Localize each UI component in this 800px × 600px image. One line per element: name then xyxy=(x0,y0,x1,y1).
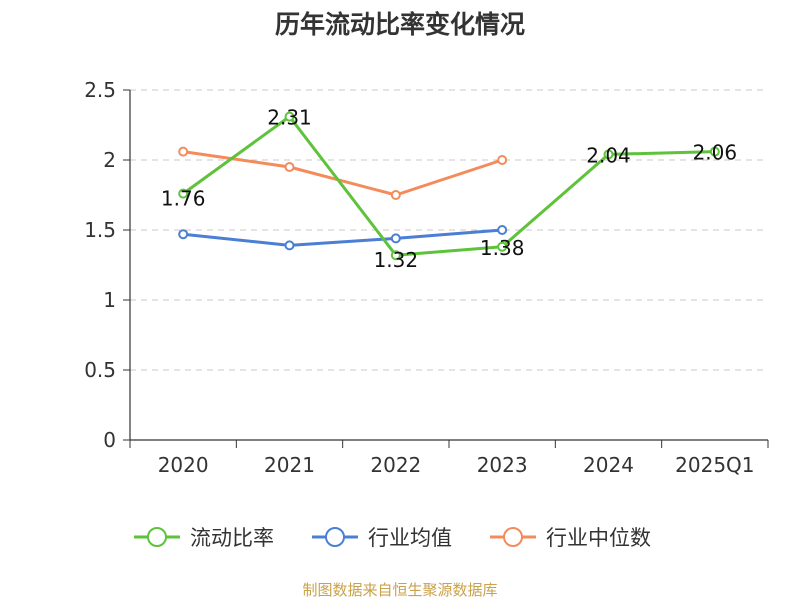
data-point[interactable] xyxy=(178,229,189,240)
legend-marker xyxy=(503,527,523,547)
data-label: 1.76 xyxy=(161,187,206,211)
grid-lines xyxy=(130,89,768,371)
data-point[interactable] xyxy=(178,146,189,157)
x-tick-label: 2021 xyxy=(264,453,315,477)
data-point[interactable] xyxy=(390,190,401,200)
data-point[interactable] xyxy=(709,146,720,157)
legend-label: 行业均值 xyxy=(368,526,452,550)
data-label: 2.06 xyxy=(693,141,738,165)
legend-label: 流动比率 xyxy=(190,526,274,550)
legend-marker xyxy=(147,527,167,547)
axes: 0 0.5 1 1.5 2 2.5 2020 2021 2022 2023 2024 2025Q1 xyxy=(84,78,769,477)
series-lines xyxy=(178,111,720,261)
y-tick-label: 0.5 xyxy=(84,358,116,382)
data-labels: 1.76 2.31 1.32 1.38 2.04 2.06 xyxy=(161,106,737,273)
y-tick-label: 1.5 xyxy=(84,218,116,242)
y-tick-label: 0 xyxy=(103,428,116,452)
legend-item[interactable]: 流动比率 xyxy=(134,526,274,550)
legend-item[interactable]: 行业均值 xyxy=(312,526,452,550)
data-point[interactable] xyxy=(497,155,508,165)
data-point[interactable] xyxy=(178,188,189,199)
series-line xyxy=(183,228,503,247)
x-tick-label: 2020 xyxy=(158,453,209,477)
data-point[interactable] xyxy=(497,225,508,235)
legend-label: 行业中位数 xyxy=(546,526,651,550)
y-tick-label: 2 xyxy=(103,148,116,172)
series-line xyxy=(182,150,503,197)
y-tick-label: 1 xyxy=(103,288,116,312)
x-tick-label: 2022 xyxy=(370,453,421,477)
x-tick-label: 2025Q1 xyxy=(675,453,754,477)
chart-title: 历年流动比率变化情况 xyxy=(275,10,525,39)
source-note: 制图数据来自恒生聚源数据库 xyxy=(302,581,497,599)
legend[interactable]: 流动比率 行业均值 行业中位数 xyxy=(134,526,651,550)
x-tick-label: 2024 xyxy=(583,453,634,477)
data-label: 1.38 xyxy=(480,236,525,260)
data-point[interactable] xyxy=(603,149,614,160)
data-point[interactable] xyxy=(497,241,508,252)
data-point[interactable] xyxy=(284,111,295,122)
data-point[interactable] xyxy=(390,250,401,261)
data-point[interactable] xyxy=(284,162,295,172)
data-label: 2.04 xyxy=(586,143,631,167)
series-line xyxy=(182,115,715,257)
legend-item[interactable]: 行业中位数 xyxy=(490,526,651,550)
data-point[interactable] xyxy=(390,233,401,244)
data-label: 2.31 xyxy=(267,106,312,130)
legend-marker xyxy=(325,527,345,547)
x-tick-label: 2023 xyxy=(477,453,528,477)
y-tick-label: 2.5 xyxy=(84,78,116,102)
data-point[interactable] xyxy=(284,240,295,251)
data-label: 1.32 xyxy=(374,248,419,272)
